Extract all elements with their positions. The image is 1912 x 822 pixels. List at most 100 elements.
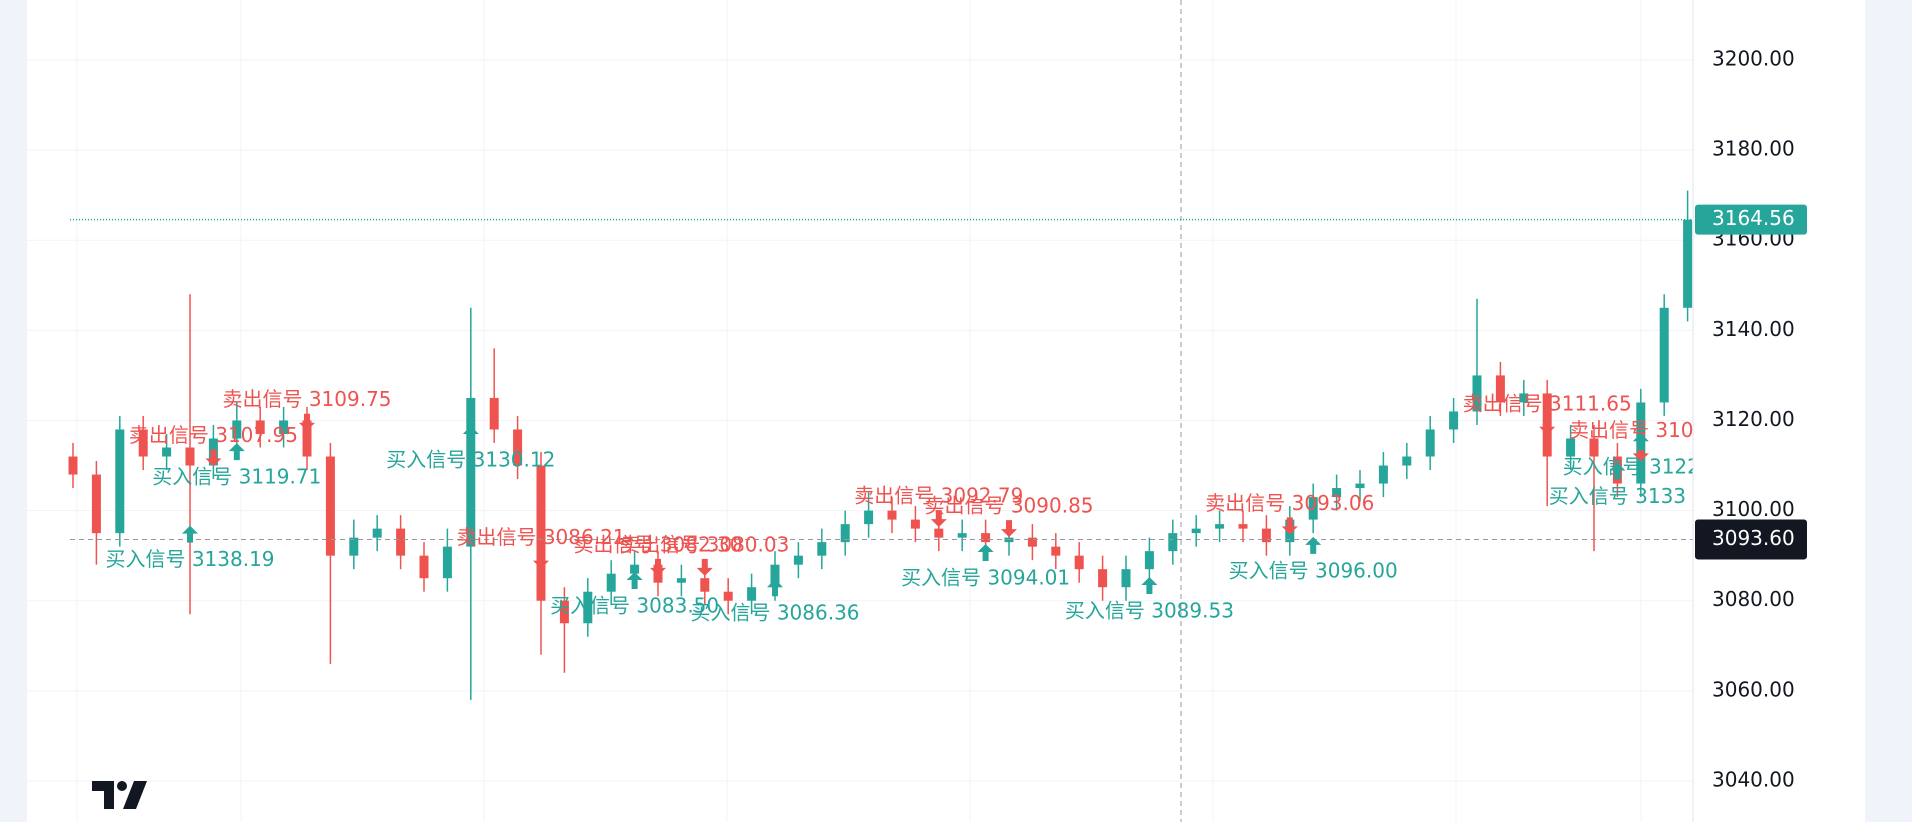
signal-label: 卖出信号 3107.95 [129,423,298,447]
candle-body [536,465,546,601]
y-tick-label: 3120.00 [1712,407,1795,431]
signal-label: 卖出信号 3082.30 [573,532,742,556]
candle-body [747,587,757,601]
grid [27,59,1693,782]
signal-label: 买入信号 3089.53 [1065,598,1234,622]
candle-body [817,542,827,556]
candle-body [513,429,523,466]
y-tick-label: 3180.00 [1712,137,1795,161]
candle-body [302,420,312,457]
candle-body [1495,375,1505,403]
candle-body [68,456,78,475]
candle-body [1589,438,1599,457]
y-tick-label: 3100.00 [1712,497,1795,521]
candle-body [1425,429,1435,457]
signal-label: 卖出信号 3109.75 [222,387,391,411]
signal-arrow [1305,536,1322,554]
price-lines [70,0,1693,822]
signal-label: 卖出信号 3080.03 [620,532,789,556]
candle-body [325,456,335,556]
signal-arrow [1609,462,1626,480]
signal-arrow [696,558,713,576]
last-price-box [1695,204,1807,235]
candle-body [489,397,499,430]
candle-body [630,564,640,574]
candle-body [1074,555,1084,570]
signal-label: 卖出信号 3093.06 [1205,491,1374,515]
signal-label: 买入信号 3083.50 [550,593,719,617]
candle-body [255,420,265,434]
signal-arrow [930,510,947,528]
time-grid [76,0,1642,822]
candle-body [1355,483,1365,489]
candle-body [1308,497,1318,520]
signal-label: 买入信号 3133 [1549,484,1686,508]
candle-body [910,519,920,529]
candle-body [349,537,359,556]
candle-body [1121,569,1131,588]
candle-body [1191,528,1201,534]
candle-body [442,546,452,579]
candle-body [934,528,944,538]
candle-body [1683,219,1693,308]
signal-arrow [1539,417,1556,435]
signal-arrow [533,551,549,569]
signal-arrow [626,571,643,589]
signal-arrow [650,558,666,576]
candle-body [957,533,967,538]
signal-label: 买入信号 3138.19 [105,547,274,571]
signal-label: 卖出信号 3086.21 [456,525,625,549]
signal-arrow [462,425,479,443]
candle-body [1332,488,1342,498]
signal-arrow [205,449,222,467]
candle-body [1659,307,1669,403]
signal-arrow [1632,433,1649,451]
signal-arrow [182,525,198,543]
y-tick-label: 3200.00 [1712,46,1795,70]
candle-body [1566,438,1576,457]
candle-body [864,510,874,525]
last-price-label: 3164.56 [1712,206,1795,230]
candle-body [115,429,125,534]
price-axis: 3040.00 3060.00 3080.00 3100.00 3120.00 3140.… [1695,46,1807,791]
candle-body [1378,465,1388,484]
candle-body [887,510,897,520]
candle-body [770,564,780,588]
candle-body [91,474,101,534]
candle-body [1519,393,1529,403]
signal-label: 卖出信号 3104. [1569,418,1713,442]
candle-body [232,420,242,439]
signal-label: 买入信号 3096.00 [1229,558,1398,582]
signal-label: 买入信号 3119.71 [152,465,321,489]
signal-label: 买入信号 3130.12 [386,447,555,471]
candle-body [1449,411,1459,430]
chart-background [27,0,1865,822]
y-tick-label: 3080.00 [1712,587,1795,611]
candle-body [723,591,733,601]
candle-body [162,447,172,457]
candle-body [559,600,569,624]
signal-label: 卖出信号 3090.85 [924,494,1093,518]
candle-body [1098,569,1108,588]
signal-label: 卖出信号 3092.79 [854,484,1023,508]
candle-body [676,578,686,583]
signal-arrow [228,443,245,461]
signal-arrow [1281,517,1298,535]
signal-arrow [977,544,994,562]
y-tick-label: 3040.00 [1712,767,1795,791]
candle-body [606,573,616,592]
candle-body [1402,456,1412,466]
y-tick-label: 3140.00 [1712,317,1795,341]
candle-body [1238,524,1248,529]
candle-body [1027,537,1037,547]
candle-body [1215,524,1225,529]
candle-body [1168,533,1178,552]
candle-body [1144,551,1154,570]
signals: 买入信号 3138.19 卖出信号 3107.95 买入信号 3119.71 卖出信号… [105,387,1713,624]
candle-body [1261,528,1271,543]
candle-body [396,528,406,556]
y-tick-label: 3060.00 [1712,677,1795,701]
candle-body [138,429,148,457]
candle-body [419,555,429,579]
